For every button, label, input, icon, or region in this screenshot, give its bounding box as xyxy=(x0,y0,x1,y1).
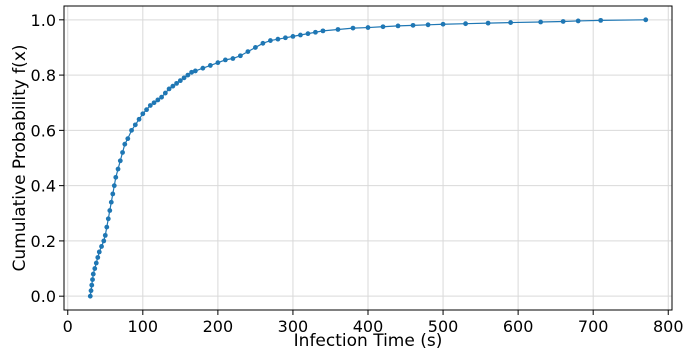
data-point xyxy=(253,45,258,50)
x-tick-label: 300 xyxy=(278,317,309,336)
data-point xyxy=(268,38,273,43)
data-point xyxy=(463,21,468,27)
data-point xyxy=(485,20,491,26)
data-point xyxy=(159,94,164,100)
data-point xyxy=(90,277,95,282)
data-point xyxy=(230,56,236,61)
data-point xyxy=(111,183,117,189)
data-point xyxy=(136,116,142,122)
data-point xyxy=(440,21,446,27)
data-point xyxy=(643,17,649,23)
y-tick-label: 0.8 xyxy=(31,66,56,85)
data-point xyxy=(410,22,416,28)
data-point xyxy=(350,25,356,31)
x-tick-label: 500 xyxy=(428,317,459,336)
data-point xyxy=(105,216,111,222)
x-tick-label: 0 xyxy=(63,317,73,336)
x-axis-label: Infection Time (s) xyxy=(294,331,443,351)
data-point xyxy=(335,27,341,32)
data-point xyxy=(245,49,251,54)
y-tick-label: 0.4 xyxy=(31,177,56,196)
data-point xyxy=(207,63,213,68)
data-point xyxy=(88,288,94,294)
data-point xyxy=(170,83,176,89)
data-point xyxy=(320,28,326,34)
data-point xyxy=(222,57,228,63)
data-point xyxy=(113,174,119,180)
data-point xyxy=(598,17,604,23)
x-tick-label: 600 xyxy=(503,317,534,336)
x-tick-label: 700 xyxy=(578,317,609,336)
x-tick-label: 100 xyxy=(128,317,159,336)
data-point xyxy=(166,86,172,92)
data-point xyxy=(104,224,110,230)
data-point xyxy=(155,97,161,103)
x-tick-label: 400 xyxy=(353,317,384,336)
data-point xyxy=(93,260,99,266)
data-point xyxy=(110,191,116,197)
data-point xyxy=(96,249,102,255)
data-point xyxy=(151,100,157,106)
data-point xyxy=(260,40,266,46)
data-point xyxy=(177,78,183,84)
data-point xyxy=(144,107,149,113)
data-point xyxy=(538,19,544,25)
data-point xyxy=(129,127,134,133)
data-point xyxy=(290,34,296,39)
data-point xyxy=(174,80,179,86)
data-point xyxy=(117,158,123,164)
data-point xyxy=(122,141,128,147)
series-layer xyxy=(87,17,649,299)
data-point xyxy=(192,68,198,74)
data-point xyxy=(95,255,101,260)
data-point xyxy=(101,238,107,244)
data-point xyxy=(108,199,114,205)
y-tick-label: 0.0 xyxy=(31,287,56,306)
y-tick-label: 1.0 xyxy=(31,11,56,30)
data-point xyxy=(181,75,187,81)
data-point xyxy=(147,103,153,108)
data-point xyxy=(90,271,96,277)
ticks: 0 100 200 300 400 500 600 700 800 0.0 0.2 0.4 0.6 0.8… xyxy=(31,11,684,336)
y-tick-label: 0.6 xyxy=(31,121,56,140)
data-point xyxy=(275,36,281,42)
data-point xyxy=(200,65,206,71)
data-point xyxy=(92,266,98,271)
data-point xyxy=(189,69,195,75)
x-tick-label: 800 xyxy=(653,317,684,336)
y-axis-label: Cumulative Probability f(x) xyxy=(10,44,30,271)
data-point xyxy=(140,111,146,117)
grid xyxy=(64,6,672,310)
data-point xyxy=(298,32,303,38)
data-point xyxy=(107,208,113,213)
data-point xyxy=(162,90,168,96)
data-point xyxy=(115,166,121,172)
data-point xyxy=(215,60,221,66)
data-point xyxy=(380,24,386,30)
data-point xyxy=(283,35,288,41)
data-point xyxy=(575,18,581,24)
data-point xyxy=(102,232,108,238)
data-point xyxy=(120,150,125,155)
x-tick-label: 200 xyxy=(203,317,234,336)
data-point xyxy=(99,244,104,249)
y-tick-label: 0.2 xyxy=(31,232,56,251)
data-point xyxy=(313,29,318,35)
data-point xyxy=(560,19,566,24)
data-point xyxy=(132,122,138,128)
data-point xyxy=(87,293,93,299)
data-point xyxy=(238,53,243,59)
data-point xyxy=(305,31,311,37)
data-point xyxy=(89,282,95,288)
data-point xyxy=(425,22,431,28)
data-point xyxy=(508,20,514,25)
data-point xyxy=(365,25,371,30)
data-point xyxy=(125,136,131,142)
data-point xyxy=(185,72,191,78)
data-point xyxy=(395,23,401,29)
